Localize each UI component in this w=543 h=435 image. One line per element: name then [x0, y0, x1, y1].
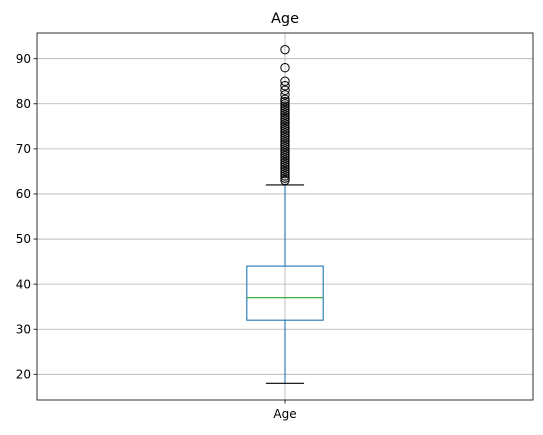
outlier-point [280, 144, 290, 154]
y-tick-label: 70 [16, 142, 31, 156]
outlier-point [280, 63, 290, 73]
y-tick-label: 50 [16, 232, 31, 246]
outlier-point [280, 44, 290, 55]
outlier-point [280, 153, 290, 163]
outlier-point [280, 141, 290, 152]
outlier-point [280, 117, 290, 127]
outlier-point [280, 128, 290, 138]
outlier-point [280, 139, 290, 150]
outlier-point [280, 173, 290, 183]
y-tick-label: 80 [16, 97, 31, 111]
outlier-point [280, 130, 290, 141]
outlier-point [280, 146, 290, 156]
y-tick-label: 40 [16, 277, 31, 291]
outlier-point [280, 121, 290, 132]
outlier-point [280, 157, 290, 168]
outlier-point [280, 81, 290, 91]
outlier-point [280, 85, 290, 95]
outlier-point [280, 94, 290, 104]
outlier-point [280, 76, 290, 86]
outlier-point [280, 110, 290, 120]
outlier-point [280, 155, 290, 165]
tick-layer: 20 30 40 50 60 70 80 90 Age [16, 52, 297, 421]
outlier-point [280, 105, 290, 116]
outlier-point [280, 96, 290, 107]
outlier-point [280, 108, 290, 118]
outlier-point [280, 164, 290, 174]
outlier-point [280, 132, 290, 143]
iqr-box [246, 265, 324, 321]
outlier-point [280, 112, 290, 123]
outlier-point [280, 114, 290, 125]
outlier-point [280, 168, 290, 179]
outlier-point [280, 171, 290, 181]
outlier-point [280, 101, 290, 111]
chart-title: Age [271, 11, 299, 27]
outlier-point [280, 137, 290, 147]
x-tick-label: Age [273, 407, 296, 421]
outlier-point [280, 99, 290, 109]
outlier-point [280, 150, 290, 161]
outlier-point [280, 166, 290, 177]
outlier-point [280, 159, 290, 170]
outlier-point [280, 90, 290, 100]
y-tick-label: 60 [16, 187, 31, 201]
y-tick-label: 30 [16, 322, 31, 336]
outlier-point [280, 103, 290, 113]
y-tick-label: 90 [16, 52, 31, 66]
outlier-point [280, 135, 290, 145]
outlier-point [280, 175, 290, 186]
outlier-point [280, 119, 290, 129]
outlier-point [280, 162, 290, 172]
y-tick-label: 20 [16, 368, 31, 382]
box-layer [246, 44, 324, 384]
outlier-point [280, 148, 290, 159]
outlier-point [280, 126, 290, 136]
outlier-point [280, 123, 290, 134]
